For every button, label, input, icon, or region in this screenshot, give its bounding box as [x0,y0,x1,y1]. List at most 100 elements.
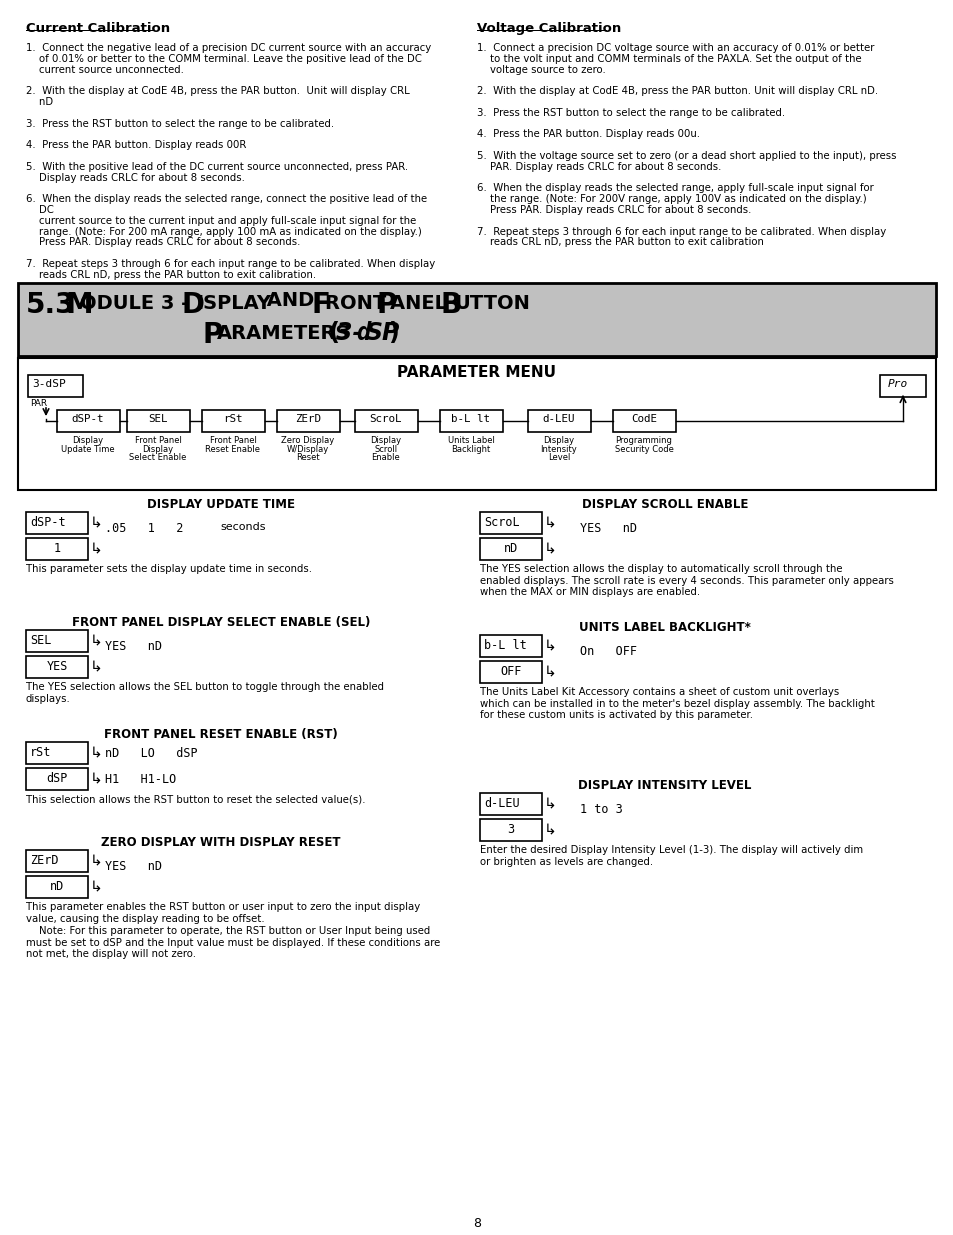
Text: YES   nD: YES nD [105,640,162,653]
Text: UTTON: UTTON [454,294,529,312]
Text: YES   nD: YES nD [579,522,637,535]
Text: 4.  Press the PAR button. Display reads 00u.: 4. Press the PAR button. Display reads 0… [476,130,700,140]
Text: ↳: ↳ [90,659,103,674]
Text: 3.  Press the RST button to select the range to be calibrated.: 3. Press the RST button to select the ra… [476,107,784,117]
Text: 3-: 3- [335,321,362,345]
Text: ZErD: ZErD [30,853,58,867]
Text: 7.  Repeat steps 3 through 6 for each input range to be calibrated. When display: 7. Repeat steps 3 through 6 for each inp… [476,226,885,237]
Text: RONT: RONT [325,294,393,312]
Text: PAR. Display reads CRLC for about 8 seconds.: PAR. Display reads CRLC for about 8 seco… [476,162,720,172]
Text: CodE: CodE [630,414,657,424]
Text: 6.  When the display reads the selected range, connect the positive lead of the: 6. When the display reads the selected r… [26,194,427,204]
Text: ↳: ↳ [543,664,557,679]
Text: of 0.01% or better to the COMM terminal. Leave the positive lead of the DC: of 0.01% or better to the COMM terminal.… [26,54,421,64]
Text: OFF: OFF [499,664,521,678]
Text: d-LEU: d-LEU [483,797,519,810]
Text: 1.  Connect a precision DC voltage source with an accuracy of 0.01% or better: 1. Connect a precision DC voltage source… [476,43,874,53]
Text: Programming: Programming [615,436,672,445]
Text: ScrоL: ScrоL [370,414,402,424]
Text: Front Panel: Front Panel [134,436,181,445]
Text: to the volt input and COMM terminals of the PAXLA. Set the output of the: to the volt input and COMM terminals of … [476,54,861,64]
Text: Zero Display: Zero Display [281,436,335,445]
Text: The YES selection allows the SEL button to toggle through the enabled
displays.: The YES selection allows the SEL button … [26,682,384,704]
Text: 3: 3 [507,823,514,836]
Text: YES: YES [47,659,68,673]
Text: rSt: rSt [30,746,51,760]
Text: range. (Note: For 200 mA range, apply 100 mA as indicated on the display.): range. (Note: For 200 mA range, apply 10… [26,226,421,237]
Text: b-L lt: b-L lt [451,414,490,424]
Text: (: ( [319,321,340,345]
Text: ↳: ↳ [90,745,103,760]
Bar [527,410,590,432]
Text: 4.  Press the PAR button. Display reads 00R: 4. Press the PAR button. Display reads 0… [26,141,246,151]
Text: current source unconnected.: current source unconnected. [26,64,184,74]
Text: ↳: ↳ [543,638,557,653]
Text: voltage source to zero.: voltage source to zero. [476,64,605,74]
Text: 1 to 3: 1 to 3 [579,803,622,816]
Bar [879,375,925,396]
Text: Update Time: Update Time [61,445,114,453]
Bar [57,410,120,432]
Text: Note: For this parameter to operate, the RST button or User Input being used
mus: Note: For this parameter to operate, the… [26,926,439,960]
Bar [479,819,541,841]
Text: 5.  With the positive lead of the DC current source unconnected, press PAR.: 5. With the positive lead of the DC curr… [26,162,408,172]
Text: d-LEU: d-LEU [542,414,575,424]
Text: 7.  Repeat steps 3 through 6 for each input range to be calibrated. When display: 7. Repeat steps 3 through 6 for each inp… [26,259,435,269]
Text: PARAMETER MENU: PARAMETER MENU [397,366,556,380]
Text: D: D [182,291,205,319]
Text: AND: AND [260,291,320,310]
Text: UNITS LABEL BACKLIGHT*: UNITS LABEL BACKLIGHT* [578,621,750,634]
Text: Enable: Enable [372,453,400,462]
Text: dSP-t: dSP-t [30,516,66,529]
Text: F: F [312,291,331,319]
Text: 6.  When the display reads the selected range, apply full-scale input signal for: 6. When the display reads the selected r… [476,184,873,194]
Text: Level: Level [547,453,570,462]
Text: Display: Display [370,436,401,445]
Text: This selection allows the RST button to reset the selected value(s).: This selection allows the RST button to … [26,794,365,804]
Text: Pro: Pro [887,379,907,389]
Text: ↳: ↳ [543,797,557,811]
Text: ↳: ↳ [90,634,103,648]
Text: SEL: SEL [148,414,168,424]
Text: reads CRL nD, press the PAR button to exit calibration: reads CRL nD, press the PAR button to ex… [476,237,763,247]
Text: FRONT PANEL DISPLAY SELECT ENABLE (SEL): FRONT PANEL DISPLAY SELECT ENABLE (SEL) [71,616,370,629]
Text: M: M [66,291,93,319]
Text: 8: 8 [473,1216,480,1230]
Text: 1.  Connect the negative lead of a precision DC current source with an accuracy: 1. Connect the negative lead of a precis… [26,43,431,53]
Text: P: P [203,321,223,350]
Text: Units Label: Units Label [447,436,494,445]
Text: nD: nD [503,542,517,555]
Text: On   OFF: On OFF [579,645,637,658]
Text: the range. (Note: For 200V range, apply 100V as indicated on the display.): the range. (Note: For 200V range, apply … [476,194,866,204]
Text: current source to the current input and apply full-scale input signal for the: current source to the current input and … [26,216,416,226]
Text: DISPLAY INTENSITY LEVEL: DISPLAY INTENSITY LEVEL [578,779,751,792]
Text: SEL: SEL [30,634,51,647]
Text: Display: Display [72,436,104,445]
Text: d: d [355,321,370,345]
Text: 3.  Press the RST button to select the range to be calibrated.: 3. Press the RST button to select the ra… [26,119,334,128]
Bar [479,661,541,683]
Text: YES   nD: YES nD [105,860,162,873]
Bar [18,358,935,490]
Bar [26,513,88,534]
Text: Backlight: Backlight [451,445,490,453]
Text: P: P [376,291,396,319]
Bar [26,768,88,790]
Bar [276,410,339,432]
Text: 1: 1 [53,542,60,555]
Text: 5.3: 5.3 [26,291,75,319]
Text: DISPLAY SCROLL ENABLE: DISPLAY SCROLL ENABLE [581,498,747,511]
Bar [26,876,88,898]
Text: 5.  With the voltage source set to zero (or a dead short applied to the input), : 5. With the voltage source set to zero (… [476,151,896,161]
Bar [26,538,88,559]
Text: W/Display: W/Display [287,445,329,453]
Text: Security Code: Security Code [614,445,673,453]
Bar [18,283,935,356]
Text: Reset Enable: Reset Enable [205,445,260,453]
Bar [479,793,541,815]
Text: 3-dSP: 3-dSP [32,379,66,389]
Text: Select Enable: Select Enable [130,453,187,462]
Text: Intensity: Intensity [540,445,577,453]
Text: The YES selection allows the display to automatically scroll through the
enabled: The YES selection allows the display to … [479,564,893,598]
Text: seconds: seconds [220,522,265,532]
